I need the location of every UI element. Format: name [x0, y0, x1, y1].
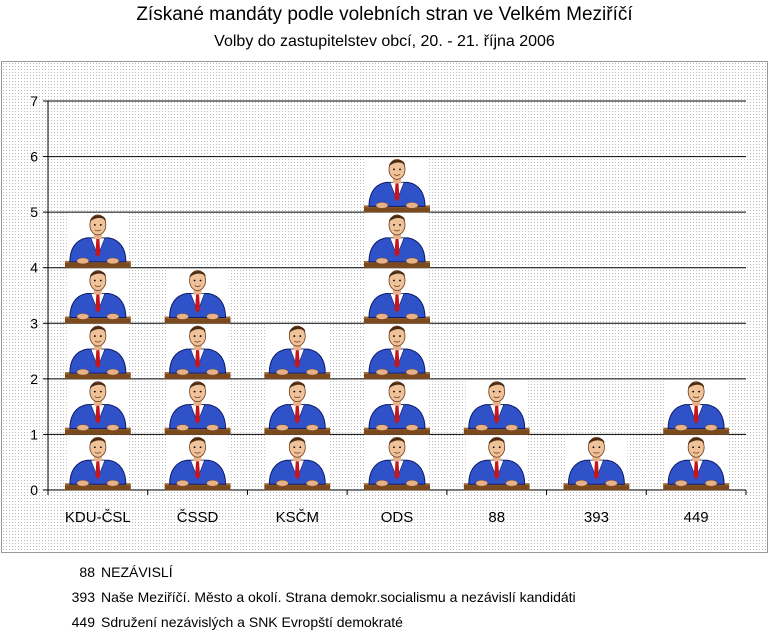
bar-ČSSD [164, 268, 231, 491]
y-tick-label: 6 [30, 149, 38, 165]
note-key: 88 [79, 564, 95, 580]
x-tick-label: ČSSD [177, 509, 219, 526]
chart: 0 1 2 3 4 5 6 7 KDU-ČSL ČSSD KSČM ODS 88 393 449 [30, 93, 747, 526]
x-tick-label: KDU-ČSL [65, 509, 131, 526]
x-tick-label: 449 [684, 509, 709, 526]
note-row-88: 88 NEZÁVISLÍ [50, 560, 576, 585]
bar-ODS [364, 157, 430, 491]
x-tick-label: 88 [488, 509, 505, 526]
y-tick-label: 3 [30, 315, 38, 331]
x-tick-label: ODS [381, 509, 414, 526]
note-text: Sdružení nezávislých a SNK Evropští demo… [101, 614, 403, 630]
bar-KDU-ČSL [64, 213, 131, 491]
y-tick-label: 2 [30, 371, 38, 387]
y-tick-label: 0 [30, 482, 38, 498]
note-key: 393 [71, 589, 95, 605]
bar-88 [463, 379, 530, 491]
note-text: Naše Meziříčí. Město a okolí. Strana dem… [101, 589, 576, 605]
y-tick-label: 5 [30, 204, 38, 220]
x-tick-label: 393 [584, 509, 609, 526]
chart-subtitle: Volby do zastupitelstev obcí, 20. - 21. … [214, 33, 555, 50]
bar-KSČM [264, 324, 331, 491]
y-tick-label: 1 [30, 426, 38, 442]
legend-notes: 88 NEZÁVISLÍ 393 Naše Meziříčí. Město a … [50, 560, 576, 635]
note-row-449: 449 Sdružení nezávislých a SNK Evropští … [50, 610, 576, 635]
note-text: NEZÁVISLÍ [101, 564, 173, 580]
y-tick-label: 7 [30, 93, 38, 109]
y-tick-label: 4 [30, 260, 38, 276]
x-tick-label: KSČM [276, 509, 319, 526]
bar-449 [663, 379, 730, 491]
bar-393 [563, 435, 630, 491]
chart-title: Získané mandáty podle volebních stran ve… [136, 4, 633, 25]
note-key: 449 [71, 614, 95, 630]
note-row-393: 393 Naše Meziříčí. Město a okolí. Strana… [50, 585, 576, 610]
